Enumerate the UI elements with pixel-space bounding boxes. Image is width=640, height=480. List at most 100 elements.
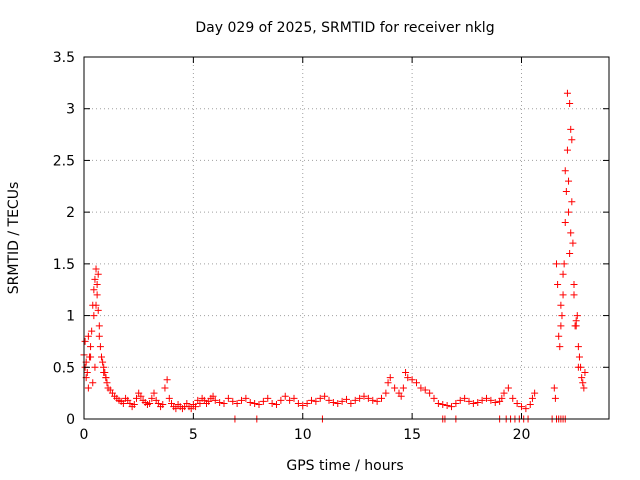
data-point bbox=[89, 379, 97, 387]
data-point bbox=[469, 399, 477, 407]
plot-frame bbox=[83, 56, 610, 420]
data-point bbox=[563, 146, 571, 154]
data-point bbox=[569, 239, 577, 247]
data-point bbox=[229, 397, 237, 405]
data-point bbox=[273, 401, 280, 409]
data-point bbox=[498, 394, 506, 402]
data-point bbox=[417, 384, 425, 392]
data-point bbox=[95, 322, 103, 330]
data-point bbox=[351, 396, 359, 404]
data-point bbox=[553, 260, 560, 268]
data-point bbox=[550, 384, 558, 392]
data-point bbox=[399, 384, 407, 392]
data-point bbox=[255, 401, 263, 409]
data-point bbox=[522, 405, 530, 413]
data-point bbox=[264, 394, 272, 402]
data-point bbox=[500, 389, 508, 397]
data-point bbox=[211, 396, 219, 404]
data-point bbox=[356, 394, 364, 402]
x-tick-label: 10 bbox=[294, 427, 312, 443]
data-point bbox=[384, 379, 392, 387]
data-point bbox=[434, 399, 442, 407]
data-point bbox=[312, 397, 320, 405]
x-tick-label: 20 bbox=[513, 427, 531, 443]
data-point bbox=[92, 265, 100, 273]
data-point bbox=[474, 398, 482, 406]
y-axis-label: SRMTID / TECUs bbox=[6, 182, 22, 295]
data-point bbox=[94, 306, 102, 314]
data-series bbox=[80, 89, 589, 423]
data-point bbox=[531, 389, 539, 397]
data-point bbox=[161, 384, 169, 392]
data-point bbox=[93, 291, 101, 299]
data-point bbox=[196, 399, 204, 407]
data-point bbox=[528, 394, 536, 402]
data-point bbox=[448, 403, 455, 411]
data-point bbox=[373, 397, 381, 405]
data-point bbox=[137, 392, 145, 400]
data-point bbox=[572, 322, 580, 330]
data-point bbox=[290, 394, 298, 402]
data-point bbox=[119, 399, 127, 407]
data-point bbox=[487, 396, 495, 404]
data-point bbox=[87, 343, 95, 351]
data-point bbox=[343, 395, 350, 403]
data-point bbox=[402, 368, 410, 376]
x-tick-label: 0 bbox=[80, 427, 89, 443]
data-point bbox=[575, 353, 583, 361]
data-point bbox=[172, 405, 180, 413]
data-point bbox=[192, 403, 200, 411]
data-point bbox=[299, 402, 307, 410]
data-point bbox=[555, 332, 563, 340]
data-point bbox=[209, 392, 217, 400]
data-point bbox=[565, 177, 573, 185]
data-point bbox=[83, 368, 91, 376]
data-point bbox=[504, 384, 512, 392]
data-point bbox=[478, 396, 486, 404]
data-point bbox=[526, 401, 534, 409]
y-tick-label: 0.5 bbox=[53, 360, 75, 376]
data-point bbox=[556, 343, 564, 351]
data-point bbox=[491, 398, 499, 406]
data-point bbox=[364, 394, 372, 402]
y-tick-label: 0 bbox=[66, 412, 75, 428]
grid bbox=[84, 57, 609, 419]
data-point bbox=[329, 398, 337, 406]
data-point bbox=[561, 167, 569, 175]
data-point bbox=[580, 384, 588, 392]
y-tick-label: 1.5 bbox=[53, 257, 75, 273]
data-point bbox=[421, 386, 429, 394]
data-point bbox=[518, 403, 525, 411]
data-point bbox=[148, 394, 156, 402]
data-point bbox=[568, 198, 576, 206]
data-point bbox=[347, 399, 355, 407]
data-point bbox=[334, 399, 342, 407]
data-point bbox=[561, 218, 569, 226]
data-point bbox=[84, 332, 92, 340]
data-point bbox=[251, 399, 259, 407]
data-point bbox=[316, 394, 324, 402]
data-point bbox=[84, 384, 92, 392]
data-point bbox=[91, 363, 99, 371]
x-axis-label: GPS time / hours bbox=[286, 458, 403, 474]
axis-ticks: 0 5 10 15 20 0 0.5 1 1.5 2 2.5 3 3.5 bbox=[53, 50, 609, 443]
data-point bbox=[96, 343, 104, 351]
data-point bbox=[563, 89, 571, 97]
data-point bbox=[220, 399, 228, 407]
data-point bbox=[100, 368, 108, 376]
data-point bbox=[557, 322, 565, 330]
data-point bbox=[439, 401, 447, 409]
data-point bbox=[461, 394, 469, 402]
data-point bbox=[558, 312, 566, 320]
data-point bbox=[165, 394, 173, 402]
data-point bbox=[224, 394, 232, 402]
data-point bbox=[93, 281, 101, 289]
data-point bbox=[286, 396, 294, 404]
data-point bbox=[338, 397, 346, 405]
data-point bbox=[90, 312, 98, 320]
data-point bbox=[465, 397, 473, 405]
data-point bbox=[565, 208, 573, 216]
data-point bbox=[321, 392, 329, 400]
data-point bbox=[98, 353, 105, 361]
